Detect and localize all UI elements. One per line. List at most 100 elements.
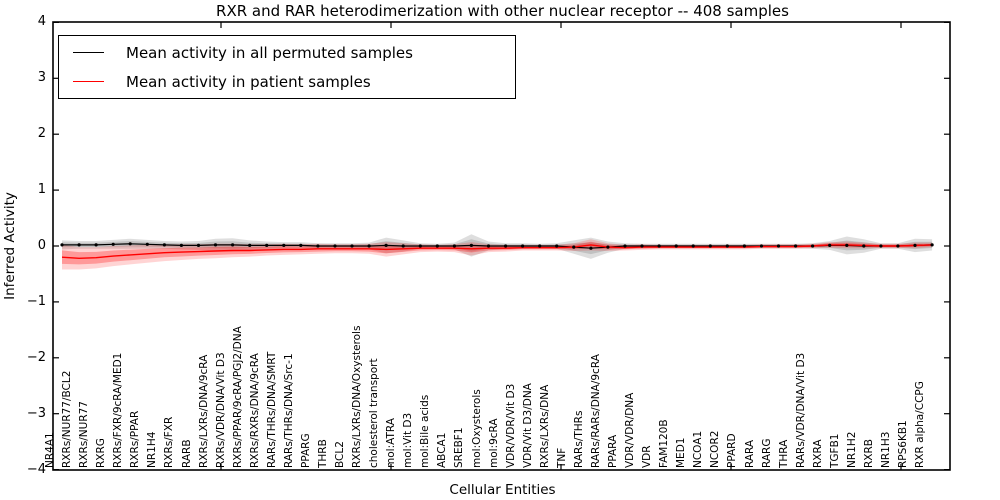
point-marker (913, 243, 917, 247)
x-tick-label: RARs/THRs/DNA/SMRT (265, 351, 278, 468)
x-tick-label: NR4A1 (44, 432, 56, 468)
y-tick-label: 4 (37, 14, 46, 30)
x-tick-label: PPARG (299, 433, 312, 468)
permuted-band-inner (62, 239, 933, 255)
legend-item-patient: Mean activity in patient samples (59, 67, 515, 96)
point-marker (776, 244, 781, 248)
point-marker (60, 243, 64, 247)
x-tick-label: RARs/RARs/DNA/9cRA (589, 354, 602, 468)
y-tick-label: −4 (26, 461, 46, 477)
x-tick-label: THRA (777, 439, 790, 468)
x-tick-label: mol:Vit D3 (402, 412, 415, 468)
x-tick-label: PPARD (726, 433, 739, 468)
x-tick-label: RXRs/NUR77 (78, 401, 91, 468)
x-tick-label: RARG (760, 438, 773, 469)
point-marker (145, 242, 149, 246)
x-tick-label: RXRB (862, 439, 875, 468)
point-marker (879, 244, 883, 248)
x-tick-label: TNF (555, 447, 568, 468)
y-tick-label: 2 (37, 126, 46, 142)
point-marker (452, 244, 456, 248)
legend-label: Mean activity in patient samples (126, 72, 371, 91)
x-tick-label: RXRs/LXRs/DNA/Oxysterols (351, 325, 364, 468)
x-tick-label: VDR (641, 445, 654, 468)
x-tick-label: RPS6KB1 (897, 420, 909, 468)
x-tick-label: NCOR2 (709, 430, 722, 468)
point-marker (794, 244, 798, 248)
point-marker (179, 243, 183, 247)
x-tick-label: FAM120B (658, 419, 671, 468)
point-marker (504, 244, 508, 248)
y-tick-label: −1 (26, 293, 46, 309)
x-tick-label: RXRs/FXR (163, 416, 176, 468)
permuted-line-sample (73, 52, 104, 53)
point-marker (401, 244, 405, 248)
x-tick-label: RXRs/PPAR (129, 410, 142, 468)
point-marker (350, 244, 354, 248)
x-tick-label: NCOA1 (692, 430, 705, 468)
patient-line-sample (73, 81, 104, 82)
x-tick-label: SREBF1 (453, 427, 466, 468)
x-tick-label: mol:9cRA (487, 418, 500, 468)
point-marker (282, 243, 286, 247)
x-tick-label: RARs/VDR/DNA/Vit D3 (794, 352, 807, 468)
x-tick-label: RXRG (95, 438, 108, 468)
point-marker (213, 243, 218, 247)
point-marker (845, 243, 849, 247)
y-tick-label: 0 (37, 238, 46, 253)
point-marker (435, 244, 439, 248)
y-tick-label: −3 (26, 405, 46, 421)
x-tick-label: RXRs/VDR/DNA/Vit D3 (214, 352, 227, 468)
point-marker (299, 243, 303, 247)
point-marker (94, 243, 98, 247)
x-tick-label: RARs/THRs/DNA/Src-1 (282, 353, 295, 468)
point-marker (896, 244, 900, 248)
legend-label: Mean activity in all permuted samples (126, 43, 413, 62)
point-marker (742, 244, 747, 248)
x-tick-label: RARs/THRs (572, 410, 585, 468)
y-tick-label: 3 (37, 70, 46, 86)
x-tick-label: NR1H4 (146, 431, 159, 468)
x-tick-label: RXRs/RXRs/DNA/9cRA (248, 353, 261, 468)
x-tick-label: NR1H2 (845, 431, 858, 468)
point-marker (333, 244, 337, 248)
point-marker (930, 243, 934, 247)
x-tick-label: RXRA (811, 439, 824, 468)
point-marker (265, 243, 269, 247)
point-marker (384, 243, 388, 247)
y-tick-label: 1 (37, 182, 46, 198)
point-marker (128, 242, 132, 246)
x-tick-label: RXR alpha/CCPG (914, 381, 927, 468)
patient-mean-line (61, 244, 933, 260)
point-marker (862, 244, 866, 248)
x-tick-label: mol:ATRA (385, 418, 398, 468)
point-marker (725, 244, 729, 248)
point-marker (316, 244, 320, 248)
y-tick-label: −2 (26, 349, 46, 365)
x-tick-label: VDR/VDR/DNA (624, 392, 636, 468)
x-tick-label: BCL2 (334, 441, 346, 468)
x-tick-label: RXRs/NUR77/BCL2 (61, 370, 74, 468)
x-tick-label: RXRs/PPAR/9cRA/PGJ2/DNA (231, 326, 244, 468)
x-axis-label: Cellular Entities (449, 482, 556, 498)
point-marker (674, 244, 678, 248)
point-marker (759, 244, 764, 248)
x-tick-label: RXRs/FXR/9cRA/MED1 (112, 352, 125, 468)
legend-item-permuted: Mean activity in all permuted samples (59, 38, 515, 67)
point-marker (572, 245, 576, 249)
point-marker (486, 244, 491, 248)
x-tick-label: VDR/VDR/Vit D3 (504, 383, 517, 468)
x-tick-label: mol:Bile acids (419, 394, 432, 468)
point-marker (418, 244, 422, 248)
point-marker (657, 244, 661, 248)
x-tick-label: cholesterol transport (368, 358, 381, 468)
point-marker (538, 244, 542, 248)
point-marker (589, 246, 593, 250)
point-marker (606, 245, 610, 249)
x-tick-label: RARA (743, 439, 756, 468)
point-marker (623, 244, 627, 248)
point-marker (691, 244, 695, 248)
point-marker (521, 244, 525, 248)
x-tick-label: ABCA1 (436, 432, 449, 468)
